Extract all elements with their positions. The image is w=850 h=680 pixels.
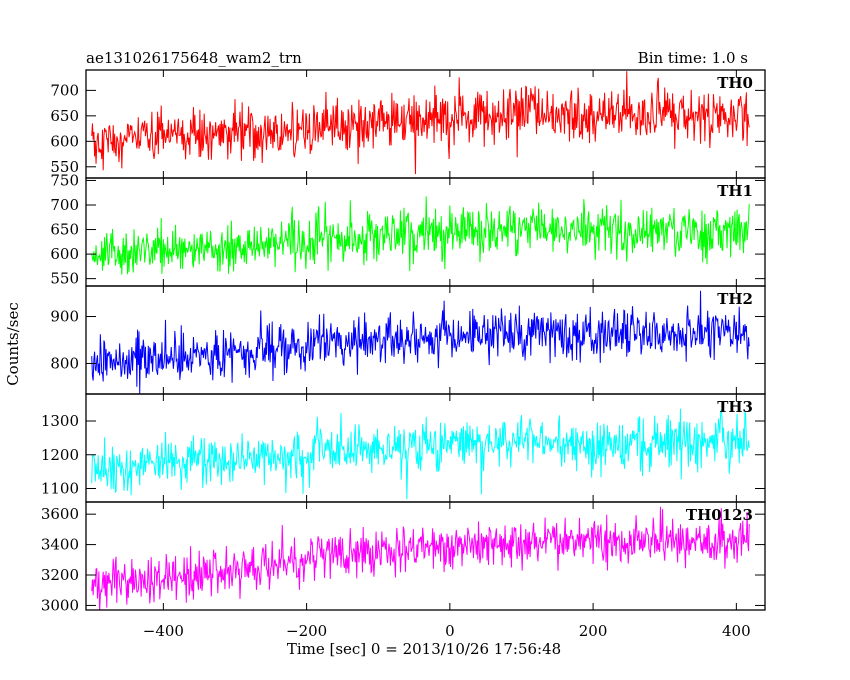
y-tick-label: 1300 [41, 412, 79, 430]
y-tick-label: 3600 [41, 505, 79, 523]
panels-group: 550 600 650 700 TH0 550 600 650 700 750 TH1 800 900 T… [41, 69, 766, 614]
y-tick-label: 3200 [41, 566, 79, 584]
series-line-th2 [91, 290, 750, 394]
x-tick-label: 400 [722, 622, 751, 640]
panel-frame [85, 501, 766, 611]
y-tick-label: 750 [50, 171, 79, 189]
panel-label: TH0 [717, 74, 753, 92]
panel-label: TH3 [717, 398, 753, 416]
series-line-th1 [91, 196, 750, 275]
y-tick-label: 800 [50, 354, 79, 372]
y-tick-label: 600 [50, 132, 79, 150]
x-axis-label: Time [sec] 0 = 2013/10/26 17:56:48 [287, 640, 561, 658]
panel-label: TH1 [717, 182, 753, 200]
y-tick-label: 1100 [41, 480, 79, 498]
series-line-th3 [91, 408, 750, 500]
panel-th0123: 3000 3200 3400 3600 TH0123 [41, 501, 766, 614]
y-tick-label: 600 [50, 245, 79, 263]
y-tick-label: 550 [50, 158, 79, 176]
y-tick-label: 900 [50, 308, 79, 326]
y-tick-label: 550 [50, 270, 79, 288]
y-tick-label: 700 [50, 81, 79, 99]
y-tick-label: 650 [50, 221, 79, 239]
bin-time-label: Bin time: 1.0 s [638, 49, 748, 67]
x-axis: −400 −200 0 200 400 [143, 622, 751, 640]
x-tick-label: −200 [286, 622, 327, 640]
panel-th1: 550 600 650 700 750 TH1 [50, 171, 766, 288]
panel-th0: 550 600 650 700 TH0 [50, 69, 766, 179]
series-line-th0 [91, 71, 750, 175]
x-tick-label: 200 [579, 622, 608, 640]
panel-th2: 800 900 TH2 [50, 285, 766, 395]
panel-label: TH0123 [686, 506, 753, 524]
y-tick-label: 650 [50, 107, 79, 125]
panel-th3: 1100 1200 1300 TH3 [41, 393, 766, 503]
x-tick-label: 0 [445, 622, 455, 640]
y-tick-label: 1200 [41, 446, 79, 464]
y-tick-label: 3000 [41, 596, 79, 614]
y-tick-label: 3400 [41, 536, 79, 554]
x-tick-label: −400 [143, 622, 184, 640]
panel-label: TH2 [717, 290, 753, 308]
y-axis-label: Counts/sec [4, 302, 22, 386]
y-tick-label: 700 [50, 196, 79, 214]
series-line-th0123 [91, 506, 750, 610]
chart-title: ae131026175648_wam2_trn [86, 49, 302, 67]
